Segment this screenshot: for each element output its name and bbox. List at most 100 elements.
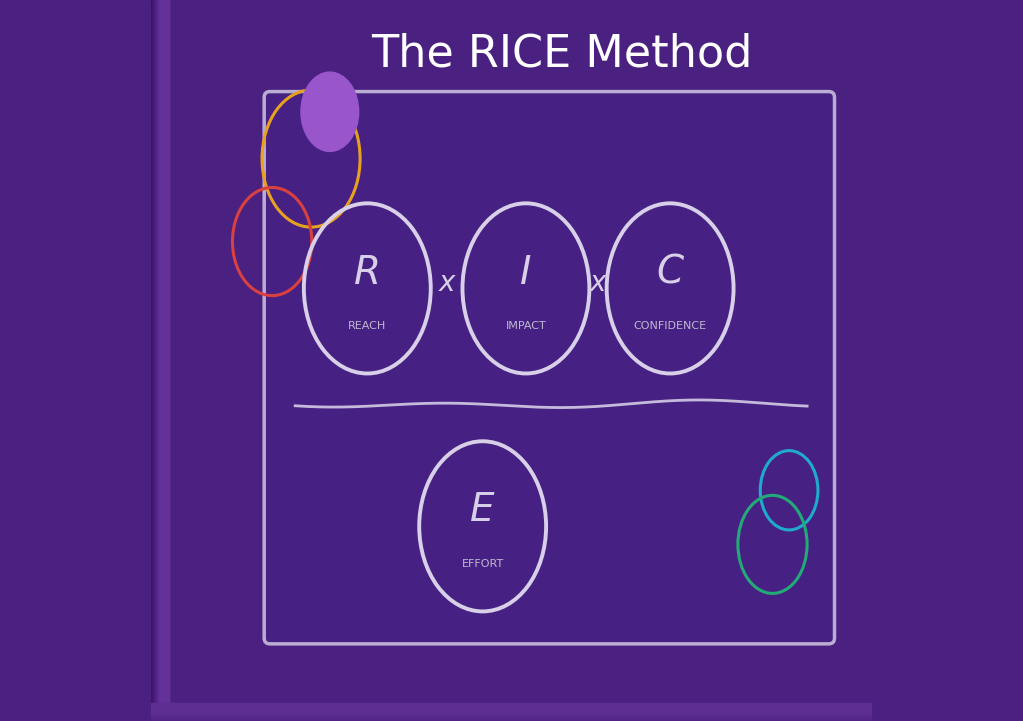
Bar xyxy=(151,704,872,713)
Text: C: C xyxy=(657,254,683,291)
Bar xyxy=(154,0,164,721)
Bar xyxy=(151,0,161,721)
Bar xyxy=(153,0,163,721)
Bar xyxy=(160,0,169,721)
Bar xyxy=(151,0,161,721)
Bar xyxy=(151,705,872,714)
Bar xyxy=(151,0,161,721)
Bar xyxy=(151,710,872,719)
Bar xyxy=(159,0,168,721)
Bar xyxy=(158,0,167,721)
Bar xyxy=(151,704,872,712)
Bar xyxy=(151,0,161,721)
Bar xyxy=(154,0,164,721)
Bar xyxy=(151,704,872,713)
Bar xyxy=(159,0,167,721)
Bar xyxy=(151,707,872,716)
Bar xyxy=(151,705,872,715)
Bar xyxy=(151,707,872,717)
Bar xyxy=(157,0,166,721)
Text: I: I xyxy=(520,254,532,291)
Bar xyxy=(151,708,872,717)
Bar xyxy=(160,0,169,721)
Text: The RICE Method: The RICE Method xyxy=(371,32,753,76)
Bar xyxy=(151,709,872,718)
Bar xyxy=(151,709,872,717)
Bar xyxy=(151,705,872,714)
Bar xyxy=(151,708,872,717)
Bar xyxy=(151,707,872,715)
Bar xyxy=(159,0,168,721)
Bar xyxy=(151,710,872,719)
Bar xyxy=(151,703,872,712)
Bar xyxy=(151,704,872,713)
Bar xyxy=(152,0,162,721)
Bar xyxy=(155,0,165,721)
Bar xyxy=(151,704,872,714)
Bar xyxy=(155,0,165,721)
Bar xyxy=(151,711,872,720)
Bar xyxy=(159,0,168,721)
Bar xyxy=(159,0,168,721)
Bar xyxy=(151,704,872,714)
Bar xyxy=(157,0,165,721)
Text: EFFORT: EFFORT xyxy=(461,559,503,569)
Bar xyxy=(152,0,162,721)
Bar xyxy=(159,0,168,721)
Bar xyxy=(151,704,872,713)
Bar xyxy=(153,0,163,721)
Bar xyxy=(151,709,872,717)
Bar xyxy=(151,707,872,715)
Bar xyxy=(151,709,872,719)
Bar xyxy=(158,0,167,721)
Bar xyxy=(151,707,872,715)
Bar xyxy=(151,708,872,717)
Bar xyxy=(151,0,160,721)
Bar xyxy=(151,711,872,720)
Bar xyxy=(153,0,163,721)
Bar xyxy=(151,704,872,713)
Bar xyxy=(151,712,872,721)
Bar xyxy=(153,0,163,721)
Bar xyxy=(151,712,872,721)
Bar xyxy=(151,706,872,715)
Bar xyxy=(157,0,165,721)
Bar xyxy=(155,0,165,721)
Bar xyxy=(155,0,164,721)
Bar xyxy=(151,706,872,715)
Bar xyxy=(153,0,162,721)
Text: CONFIDENCE: CONFIDENCE xyxy=(633,321,707,331)
Bar xyxy=(158,0,167,721)
Bar xyxy=(151,709,872,719)
Bar xyxy=(151,705,872,715)
Bar xyxy=(151,704,872,712)
Bar xyxy=(157,0,166,721)
Bar xyxy=(151,708,872,717)
Bar xyxy=(151,709,872,717)
Bar xyxy=(154,0,164,721)
Bar xyxy=(154,0,164,721)
Bar xyxy=(154,0,163,721)
Bar xyxy=(153,0,163,721)
Bar xyxy=(151,710,872,719)
Bar xyxy=(151,705,872,715)
Bar xyxy=(151,712,872,720)
Bar xyxy=(151,706,872,715)
Bar xyxy=(152,0,162,721)
Bar xyxy=(160,0,168,721)
Ellipse shape xyxy=(301,72,359,151)
Bar xyxy=(151,706,872,715)
Bar xyxy=(151,709,872,718)
Bar xyxy=(158,0,167,721)
Bar xyxy=(158,0,167,721)
Bar xyxy=(151,712,872,721)
Bar xyxy=(152,0,162,721)
Bar xyxy=(151,709,872,718)
Bar xyxy=(158,0,166,721)
Bar xyxy=(151,707,872,716)
Bar xyxy=(151,707,872,716)
Bar xyxy=(155,0,164,721)
Bar xyxy=(151,0,161,721)
Bar xyxy=(151,711,872,720)
Text: x: x xyxy=(439,269,455,296)
